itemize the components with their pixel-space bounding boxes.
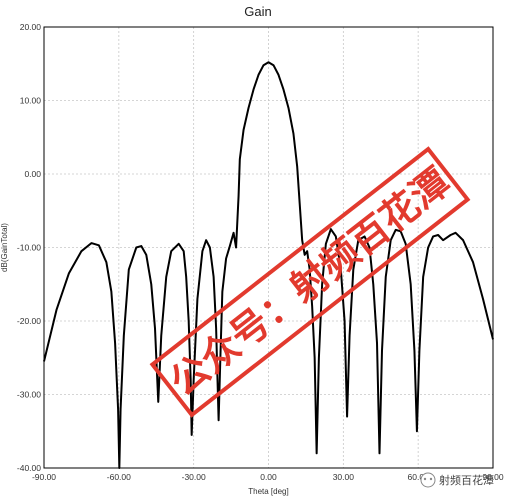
plot-frame bbox=[43, 26, 494, 469]
x-tick-label: 90.00 bbox=[482, 472, 504, 482]
series-line bbox=[43, 61, 494, 469]
wechat-icon-eye-right bbox=[429, 477, 433, 481]
x-axis-label: Theta [deg] bbox=[248, 487, 288, 496]
y-tick-label: -30.00 bbox=[17, 390, 41, 400]
y-tick-label: -20.00 bbox=[17, 316, 41, 326]
x-tick-label: -60.00 bbox=[107, 472, 131, 482]
y-tick-label: -10.00 bbox=[17, 243, 41, 253]
y-axis-label: dB(GainTotal) bbox=[0, 223, 9, 272]
y-tick-label: 0.00 bbox=[24, 169, 41, 179]
x-tick-labels: -90.00 -60.00 -30.00 0.00 30.00 60.00 90.00 bbox=[32, 472, 504, 482]
x-tick-label: -30.00 bbox=[182, 472, 206, 482]
wechat-icon-eye-left bbox=[423, 477, 427, 481]
wechat-icon bbox=[420, 472, 436, 488]
x-tick-label: -90.00 bbox=[32, 472, 56, 482]
grid-lines bbox=[44, 27, 493, 468]
stamp-border bbox=[149, 146, 471, 418]
x-tick-label: 30.00 bbox=[333, 472, 355, 482]
x-tick-label: 60.00 bbox=[408, 472, 430, 482]
y-tick-labels: 20.00 10.00 0.00 -10.00 -20.00 -30.00 -40.00 bbox=[17, 22, 41, 473]
series-lines bbox=[43, 61, 494, 469]
y-tick-label: -40.00 bbox=[17, 463, 41, 473]
x-tick-label: 0.00 bbox=[260, 472, 277, 482]
y-tick-label: 20.00 bbox=[20, 22, 42, 32]
chart-title: Gain bbox=[244, 4, 271, 19]
badge-text: 射频百花潭 bbox=[439, 473, 494, 487]
wechat-badge: 射频百花潭 bbox=[420, 472, 494, 488]
y-tick-label: 10.00 bbox=[20, 96, 42, 106]
